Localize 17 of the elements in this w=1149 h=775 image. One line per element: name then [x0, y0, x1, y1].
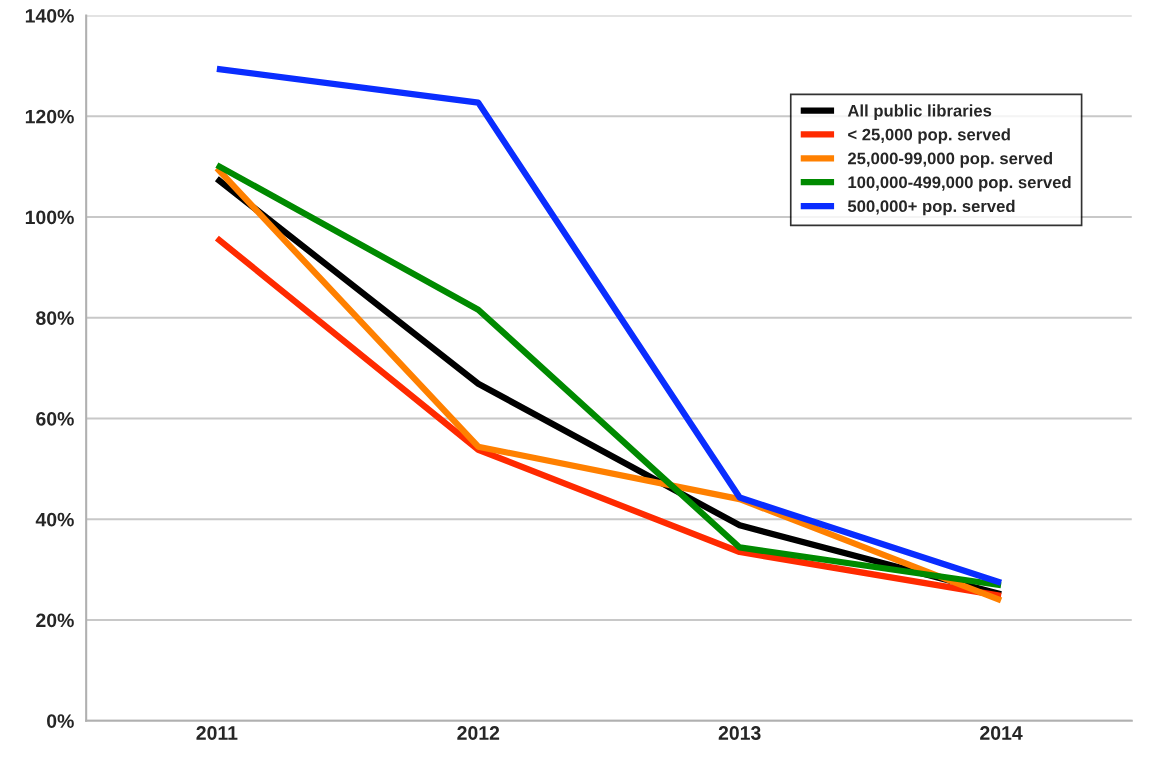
x-tick-label: 2014 — [980, 726, 1023, 740]
y-tick-label: 80% — [36, 311, 74, 325]
legend-label: < 25,000 pop. served — [848, 128, 1010, 144]
x-tick-label: 2012 — [457, 726, 500, 740]
x-tick-label: 2011 — [196, 726, 238, 740]
y-tick-label: 100% — [25, 210, 74, 225]
legend-label: 100,000-499,000 pop. served — [848, 175, 1071, 192]
y-tick-label: 140% — [25, 8, 74, 23]
y-tick-label: 0% — [47, 714, 74, 728]
legend-label: 25,000-99,000 pop. served — [847, 152, 1052, 168]
y-tick-label: 120% — [25, 109, 74, 124]
x-tick-label: 2013 — [718, 726, 761, 740]
legend-label: 500,000+ pop. served — [847, 199, 1015, 216]
y-tick-label: 60% — [36, 411, 74, 426]
y-tick-label: 20% — [36, 613, 74, 628]
legend-label: All public libraries — [847, 104, 992, 120]
y-tick-label: 40% — [35, 512, 74, 527]
